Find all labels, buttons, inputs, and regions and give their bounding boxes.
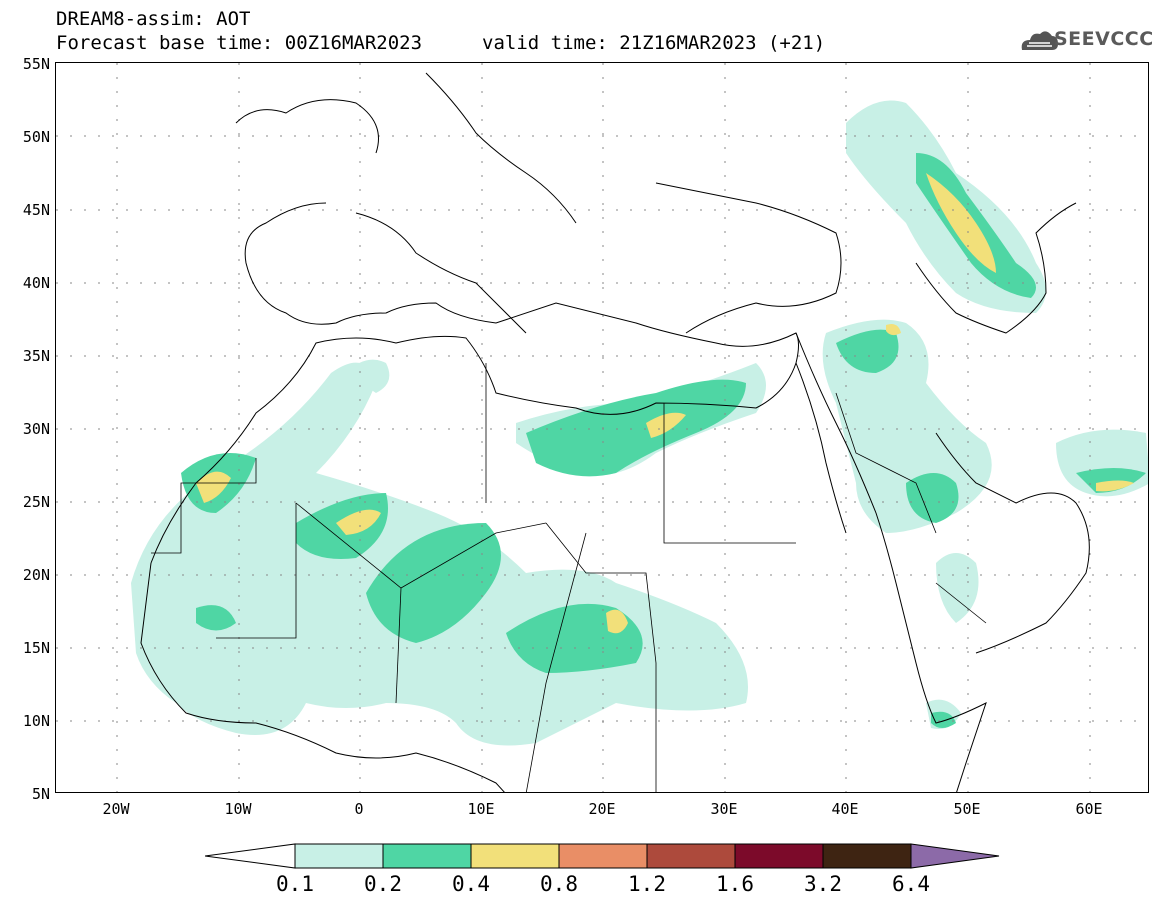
- coastlines: [140, 72, 1090, 792]
- colorbar-label: 0.8: [540, 872, 578, 896]
- colorbar-label: 6.4: [892, 872, 930, 896]
- colorbar-label: 0.4: [452, 872, 490, 896]
- lon-label: 40E: [831, 800, 859, 818]
- lon-label: 50E: [953, 800, 981, 818]
- colorbar-segment: [822, 843, 912, 869]
- lat-label: 50N: [22, 128, 50, 146]
- colorbar-label: 1.2: [628, 872, 666, 896]
- colorbar-label: 3.2: [804, 872, 842, 896]
- lat-label: 35N: [22, 347, 50, 365]
- lon-label: 60E: [1075, 800, 1103, 818]
- title-base-time: Forecast base time: 00Z16MAR2023: [56, 32, 423, 54]
- lat-label: 10N: [22, 712, 50, 730]
- lon-label: 30E: [710, 800, 738, 818]
- lat-label: 25N: [22, 493, 50, 511]
- lon-label: 10W: [224, 800, 252, 818]
- colorbar-end-arrow: [910, 843, 1000, 869]
- colorbar-segment: [646, 843, 736, 869]
- cloud-logo-icon: [1021, 31, 1058, 50]
- colorbar-segment: [470, 843, 560, 869]
- colorbar-segment: [558, 843, 648, 869]
- colorbar-label: 0.2: [364, 872, 402, 896]
- map-panel: [55, 62, 1149, 793]
- lat-label: 55N: [22, 55, 50, 73]
- map-canvas: [56, 63, 1148, 792]
- lat-label: 30N: [22, 420, 50, 438]
- graticule: [56, 63, 1148, 792]
- lon-label: 0: [354, 800, 364, 818]
- lat-label: 40N: [22, 274, 50, 292]
- lon-label: 20W: [102, 800, 130, 818]
- seevccc-logo-text: SEEVCCC: [1054, 28, 1154, 50]
- lat-label: 15N: [22, 639, 50, 657]
- lat-label: 45N: [22, 201, 50, 219]
- lat-label: 5N: [31, 785, 50, 803]
- lon-label: 10E: [467, 800, 495, 818]
- colorbar-segment: [734, 843, 824, 869]
- colorbar-label: 0.1: [276, 872, 314, 896]
- colorbar-label: 1.6: [716, 872, 754, 896]
- borders: [151, 363, 987, 792]
- title-valid-time: valid time: 21Z16MAR2023 (+21): [482, 32, 826, 54]
- colorbar: [205, 843, 1000, 869]
- title-line-1: DREAM8-assim: AOT: [56, 8, 251, 30]
- lon-label: 20E: [588, 800, 616, 818]
- colorbar-segment: [382, 843, 472, 869]
- colorbar-segment: [294, 843, 384, 869]
- lat-label: 20N: [22, 566, 50, 584]
- aot-0.4-band: [196, 173, 1134, 634]
